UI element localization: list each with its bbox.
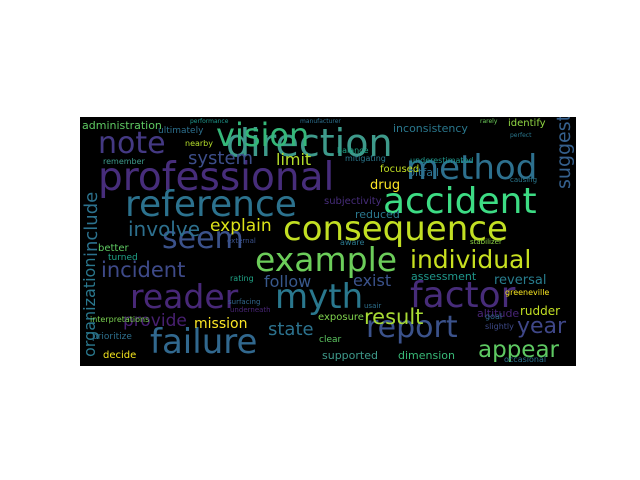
word-slightly: slightly	[485, 322, 514, 331]
word-assessment: assessment	[411, 270, 477, 283]
word-reversal: reversal	[494, 273, 547, 288]
word-factor: factor	[410, 275, 516, 316]
word-decide: decide	[103, 350, 137, 361]
word-failure: failure	[150, 322, 258, 362]
word-causing: causing	[510, 176, 538, 184]
word-drug: drug	[370, 178, 401, 193]
word-pitfall: pitfall	[408, 166, 440, 179]
word-ultimately: ultimately	[158, 126, 204, 136]
word-usair: usair	[364, 302, 382, 310]
word-turned: turned	[108, 253, 138, 263]
word-identify: identify	[508, 118, 546, 129]
word-cloud: direction professional vision note method acc…	[80, 117, 576, 366]
word-goal: goal	[485, 312, 503, 321]
word-note: note	[98, 126, 166, 161]
word-inconsistency: inconsistency	[393, 122, 468, 135]
word-appear: appear	[478, 337, 559, 363]
word-greeneville: greeneville	[505, 288, 550, 297]
word-altitude: altitude	[477, 307, 520, 320]
word-rudder: rudder	[520, 304, 561, 318]
word-mission: mission	[194, 316, 248, 332]
word-professional: professional	[98, 155, 335, 200]
word-limit: limit	[276, 150, 312, 169]
word-state: state	[268, 319, 314, 340]
word-suggest: suggest	[553, 117, 575, 189]
word-exist: exist	[353, 271, 392, 290]
word-balance: balance	[337, 146, 369, 155]
word-mitigating: mitigating	[345, 154, 386, 163]
word-surfacing: surfacing	[228, 298, 261, 306]
word-rating: rating	[230, 274, 254, 283]
word-system: system	[188, 148, 254, 169]
word-reader: reader	[130, 277, 239, 316]
word-involve: involve	[128, 217, 201, 241]
word-clear: clear	[319, 335, 342, 345]
word-interpretations: interpretations	[90, 315, 150, 324]
word-year: year	[517, 314, 567, 339]
word-remember: remember	[103, 157, 145, 166]
word-consequence: consequence	[283, 209, 508, 249]
word-provide: provide	[123, 311, 187, 331]
word-result: result	[364, 305, 424, 329]
word-organization: organization	[80, 257, 99, 357]
word-vision: vision	[216, 117, 310, 154]
word-method: method	[406, 148, 538, 188]
word-myth: myth	[275, 277, 364, 317]
word-reduced: reduced	[355, 208, 400, 221]
word-reference: reference	[125, 184, 297, 225]
word-performance: performance	[190, 118, 229, 125]
word-occasional: occasional	[504, 355, 547, 364]
word-perfect: perfect	[510, 132, 532, 139]
word-aware: aware	[340, 238, 365, 247]
word-better: better	[98, 243, 129, 254]
word-exposure: exposure	[318, 312, 364, 323]
word-underestimated: underestimated	[410, 156, 474, 165]
word-stabilizer: stabilizer	[470, 238, 502, 246]
word-follow: follow	[264, 272, 312, 291]
word-accident: accident	[383, 181, 537, 222]
word-report: report	[366, 310, 458, 345]
word-direction: direction	[226, 121, 393, 165]
word-rarely: rarely	[480, 118, 498, 125]
word-seem: seem	[162, 221, 244, 256]
word-individual: individual	[410, 245, 532, 274]
word-explain: explain	[210, 216, 272, 236]
word-manufacturer: manufacturer	[300, 118, 341, 125]
word-underneath: underneath	[230, 306, 271, 314]
word-prioritize: prioritize	[92, 332, 132, 342]
word-supported: supported	[322, 349, 378, 362]
word-example: example	[255, 240, 398, 279]
word-administration: administration	[82, 119, 162, 132]
word-incident: incident	[101, 258, 186, 282]
word-subjectivity: subjectivity	[324, 196, 382, 207]
word-nearby: nearby	[185, 139, 213, 148]
word-dimension: dimension	[398, 349, 455, 362]
word-focused: focused	[380, 164, 420, 175]
word-external: external	[227, 237, 256, 245]
